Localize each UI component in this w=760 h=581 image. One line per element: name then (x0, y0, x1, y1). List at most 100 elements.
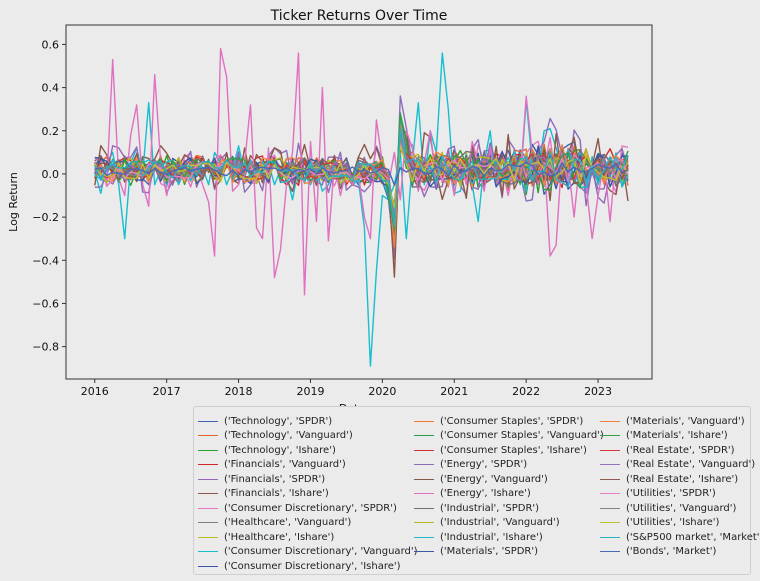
legend-swatch (198, 478, 218, 480)
legend-label: ('Financials', 'Vanguard') (224, 459, 346, 471)
y-tick-label: 0.4 (42, 82, 60, 95)
legend-swatch (414, 507, 434, 509)
legend-entry: ('Healthcare', 'Vanguard') (198, 516, 418, 531)
y-tick-label: −0.6 (32, 297, 59, 310)
legend-label: ('Utilities', 'SPDR') (626, 488, 716, 500)
x-tick-label: 2016 (81, 385, 109, 398)
legend-entry: ('Technology', 'Vanguard') (198, 429, 418, 444)
y-tick-label: −0.8 (32, 341, 59, 354)
legend-label: ('Utilities', 'Vanguard') (626, 502, 737, 514)
legend-label: ('Energy', 'Ishare') (440, 488, 531, 500)
legend-swatch (198, 551, 218, 553)
legend-swatch (600, 435, 620, 437)
legend-swatch (600, 507, 620, 509)
legend-entry: ('Financials', 'Ishare') (198, 487, 418, 502)
legend-entry: ('Real Estate', 'Vanguard') (600, 458, 760, 473)
x-tick-label: 2021 (440, 385, 468, 398)
legend-swatch (600, 464, 620, 466)
legend-swatch (414, 536, 434, 538)
legend-swatch (414, 464, 434, 466)
legend-entry: ('Consumer Discretionary', 'SPDR') (198, 501, 418, 516)
chart-title: Ticker Returns Over Time (270, 8, 448, 24)
x-tick-label: 2018 (225, 385, 253, 398)
y-tick-label: 0.0 (42, 168, 60, 181)
legend-swatch (414, 435, 434, 437)
legend-label: ('Healthcare', 'Vanguard') (224, 517, 352, 529)
legend-entry: ('Utilities', 'Ishare') (600, 516, 760, 531)
x-tick-label: 2017 (153, 385, 181, 398)
legend-entry: ('Healthcare', 'Ishare') (198, 530, 418, 545)
legend-column: ('Materials', 'Vanguard') ('Materials', '… (600, 414, 760, 559)
legend-swatch (414, 478, 434, 480)
legend-entry: ('Utilities', 'Vanguard') (600, 501, 760, 516)
plot-area (65, 24, 653, 380)
legend-label: ('Real Estate', 'Vanguard') (626, 459, 756, 471)
legend-label: ('Energy', 'SPDR') (440, 459, 528, 471)
legend-label: ('Consumer Staples', 'Ishare') (440, 444, 587, 456)
legend-label: ('Energy', 'Vanguard') (440, 473, 548, 485)
y-axis-label: Log Return (7, 172, 20, 232)
legend-entry: ('Financials', 'Vanguard') (198, 458, 418, 473)
axes: 2016 2017 2018 2019 2020 2021 2022 2023 −0.8 −0.6… (32, 38, 612, 398)
legend-label: ('Technology', 'Vanguard') (224, 430, 353, 442)
legend-label: ('S&P500 market', 'Market') (626, 531, 760, 543)
legend-swatch (414, 493, 434, 495)
legend-label: ('Consumer Staples', 'SPDR') (440, 415, 584, 427)
legend-label: ('Industrial', 'SPDR') (440, 502, 540, 514)
legend-column: ('Technology', 'SPDR') ('Technology', 'Va… (198, 414, 418, 574)
legend-entry: ('Utilities', 'SPDR') (600, 487, 760, 502)
legend-label: ('Bonds', 'Market') (626, 546, 717, 558)
legend-swatch (414, 522, 434, 524)
legend-label: ('Financials', 'Ishare') (224, 488, 329, 500)
legend-entry: ('Industrial', 'SPDR') (414, 501, 604, 516)
legend-swatch (414, 449, 434, 451)
legend-label: ('Technology', 'Ishare') (224, 444, 336, 456)
legend-swatch (198, 420, 218, 422)
legend-entry: ('Materials', 'SPDR') (414, 545, 604, 560)
legend-label: ('Materials', 'SPDR') (440, 546, 539, 558)
legend-label: ('Real Estate', 'Ishare') (626, 473, 739, 485)
legend-entry: ('Industrial', 'Vanguard') (414, 516, 604, 531)
legend-label: ('Industrial', 'Ishare') (440, 531, 543, 543)
legend-swatch (198, 493, 218, 495)
legend-label: ('Technology', 'SPDR') (224, 415, 333, 427)
legend-entry: ('Materials', 'Vanguard') (600, 414, 760, 429)
legend-entry: ('Energy', 'Vanguard') (414, 472, 604, 487)
legend-entry: ('Energy', 'Ishare') (414, 487, 604, 502)
legend-column: ('Consumer Staples', 'SPDR') ('Consumer S… (414, 414, 604, 559)
x-tick-label: 2020 (368, 385, 396, 398)
legend-swatch (198, 449, 218, 451)
legend-entry: ('Consumer Discretionary', 'Vanguard') (198, 545, 418, 560)
y-tick-label: 0.2 (42, 125, 60, 138)
legend-swatch (198, 565, 218, 567)
legend-swatch (414, 551, 434, 553)
legend-swatch (198, 507, 218, 509)
legend-swatch (600, 493, 620, 495)
legend-label: ('Consumer Discretionary', 'Vanguard') (224, 546, 418, 558)
legend-label: ('Financials', 'SPDR') (224, 473, 326, 485)
legend-swatch (600, 551, 620, 553)
legend-label: ('Industrial', 'Vanguard') (440, 517, 560, 529)
legend-label: ('Consumer Discretionary', 'SPDR') (224, 502, 397, 514)
legend-label: ('Consumer Discretionary', 'Ishare') (224, 560, 401, 572)
legend-entry: ('Real Estate', 'SPDR') (600, 443, 760, 458)
legend-label: ('Materials', 'Vanguard') (626, 415, 745, 427)
y-tick-label: 0.6 (42, 38, 60, 51)
y-tick-label: −0.4 (32, 254, 59, 267)
x-tick-label: 2023 (584, 385, 612, 398)
legend-entry: ('Real Estate', 'Ishare') (600, 472, 760, 487)
legend-swatch (198, 536, 218, 538)
legend-swatch (414, 420, 434, 422)
legend-swatch (198, 435, 218, 437)
legend-entry: ('Consumer Staples', 'SPDR') (414, 414, 604, 429)
legend-entry: ('Technology', 'SPDR') (198, 414, 418, 429)
legend-label: ('Utilities', 'Ishare') (626, 517, 720, 529)
legend-entry: ('Consumer Staples', 'Vanguard') (414, 429, 604, 444)
legend-swatch (600, 478, 620, 480)
series-line (94, 128, 629, 228)
legend-entry: ('Industrial', 'Ishare') (414, 530, 604, 545)
legend-entry: ('S&P500 market', 'Market') (600, 530, 760, 545)
legend-label: ('Healthcare', 'Ishare') (224, 531, 335, 543)
legend-entry: ('Consumer Staples', 'Ishare') (414, 443, 604, 458)
